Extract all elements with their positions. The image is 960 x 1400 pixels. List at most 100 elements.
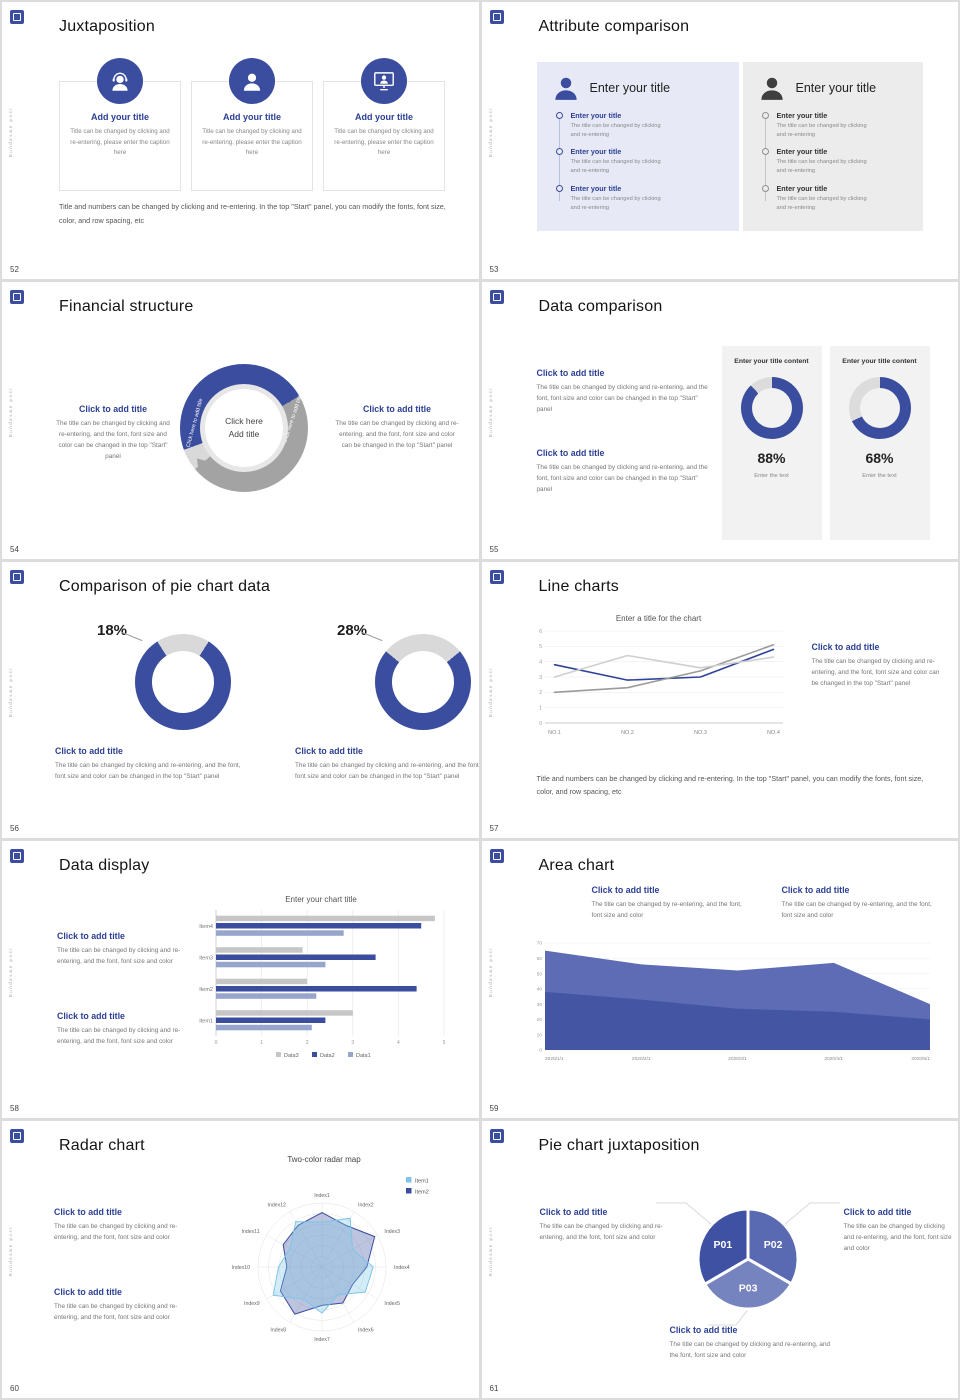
svg-text:NO.3: NO.3 bbox=[694, 730, 707, 736]
side-watermark: Bundeswe post bbox=[487, 946, 493, 997]
section-body: The title can be changed by clicking and… bbox=[54, 1303, 178, 1322]
radar-chart-block: Two-color radar map Index1 Index2 Index3 In… bbox=[194, 1155, 454, 1377]
page-title: Data display bbox=[59, 857, 150, 875]
presenter-screen-icon bbox=[361, 58, 407, 104]
chart-title: Enter your chart title bbox=[285, 895, 357, 905]
slide-number: 53 bbox=[489, 264, 499, 274]
slide-58-data-display[interactable]: Bundeswe post Data display Click to add … bbox=[2, 841, 479, 1119]
brand-logo-icon bbox=[10, 289, 24, 304]
brand-logo-icon bbox=[489, 10, 504, 24]
donut-group: 18% Click to add title The title can be … bbox=[55, 618, 247, 818]
svg-text:Index12: Index12 bbox=[268, 1203, 287, 1209]
line-chart-block: Enter a title for the chart 0 1 2 3 4 5 6 NO.1 N… bbox=[530, 614, 788, 737]
item-heading: Enter your title bbox=[570, 147, 622, 157]
section-heading: Click to add title bbox=[57, 931, 125, 942]
stat-card-footer: Enter the text bbox=[862, 472, 897, 479]
panel-header: Enter your title bbox=[757, 73, 909, 103]
slide-56-pie-comparison[interactable]: Bundeswe post Comparison of pie chart da… bbox=[2, 561, 479, 839]
section-heading: Click to add title bbox=[591, 885, 660, 896]
text-section: Click to add title The title can be chan… bbox=[57, 1011, 187, 1047]
text-section: Click to add title The title can be chan… bbox=[54, 1207, 182, 1243]
item-body: The title can be changed by clicking and… bbox=[570, 123, 661, 139]
svg-text:Item2: Item2 bbox=[415, 1190, 429, 1196]
slide-61-pie-juxtaposition[interactable]: Bundeswe post Pie chart juxtaposition P0… bbox=[481, 1121, 958, 1398]
section-heading: Click to add title bbox=[295, 745, 363, 756]
side-watermark: Bundeswe post bbox=[8, 1226, 13, 1277]
section-body: The title can be changed by clicking and… bbox=[536, 383, 708, 413]
donut-hole bbox=[751, 387, 792, 428]
user-icon bbox=[229, 58, 275, 104]
svg-text:2: 2 bbox=[306, 1040, 309, 1046]
svg-text:60: 60 bbox=[536, 956, 542, 962]
section-heading: Click to add title bbox=[57, 1011, 125, 1022]
svg-text:2020/5/1: 2020/5/1 bbox=[911, 1056, 930, 1062]
panel-title: Enter your title bbox=[795, 81, 877, 95]
timeline: Enter your title The title can be change… bbox=[761, 111, 909, 213]
svg-text:Item1: Item1 bbox=[199, 1019, 213, 1025]
percent-value: 68% bbox=[865, 449, 894, 466]
item-body: The title can be changed by clicking and… bbox=[776, 123, 867, 139]
page-title: Comparison of pie chart data bbox=[59, 577, 271, 595]
svg-text:3: 3 bbox=[351, 1040, 354, 1046]
slide-53-attribute-comparison[interactable]: Bundeswe post Attribute comparison Enter… bbox=[481, 2, 958, 279]
percent-callout: 28% bbox=[337, 621, 368, 639]
arrow-head-gray-icon bbox=[188, 449, 208, 469]
svg-text:Index5: Index5 bbox=[384, 1301, 400, 1307]
brand-logo-icon bbox=[10, 569, 24, 584]
svg-text:4: 4 bbox=[397, 1040, 400, 1046]
slide-54-financial-structure[interactable]: Bundeswe post Financial structure Click … bbox=[2, 281, 479, 559]
chart-title: Enter a title for the chart bbox=[615, 613, 702, 623]
area-chart: 0 10 20 30 40 50 60 70 2020/1/1 2020/2/1 2020/3/1 2… bbox=[536, 941, 930, 1062]
slide-57-line-charts[interactable]: Bundeswe post Line charts Enter a title … bbox=[481, 561, 958, 839]
svg-text:Index7: Index7 bbox=[314, 1337, 330, 1343]
svg-text:70: 70 bbox=[536, 941, 542, 947]
panel-header: Enter your title bbox=[551, 73, 725, 103]
section-body: The title can be changed by clicking and… bbox=[536, 463, 708, 493]
side-watermark: Bundeswe post bbox=[487, 1226, 493, 1277]
donut-chart bbox=[135, 633, 231, 730]
svg-text:Item4: Item4 bbox=[199, 924, 213, 930]
section-heading: Click to add title bbox=[669, 1325, 738, 1336]
donut-group: 28% Click to add title The title can be … bbox=[295, 618, 479, 818]
page-title: Area chart bbox=[538, 857, 615, 875]
brand-logo-icon bbox=[489, 849, 504, 864]
chart-title: Two-color radar map bbox=[287, 1155, 361, 1165]
svg-text:Data2: Data2 bbox=[320, 1053, 335, 1059]
section-body: The title can be changed by clicking and… bbox=[56, 419, 170, 460]
card-row: Add your title Title can be changed by c… bbox=[59, 58, 445, 191]
svg-text:30: 30 bbox=[536, 1002, 542, 1008]
user-male-icon bbox=[757, 73, 787, 103]
slide-59-area-chart[interactable]: Bundeswe post Area chart Click to add ti… bbox=[481, 841, 958, 1119]
svg-text:Index1: Index1 bbox=[314, 1193, 330, 1199]
text-section: Click to add title The title can be chan… bbox=[782, 885, 940, 921]
svg-text:P01: P01 bbox=[713, 1239, 732, 1251]
svg-text:Index6: Index6 bbox=[358, 1328, 374, 1334]
section-body: The title can be changed by clicking and… bbox=[669, 1341, 831, 1360]
text-block-bottom: Click to add title The title can be chan… bbox=[670, 1325, 832, 1361]
page-title: Pie chart juxtaposition bbox=[538, 1137, 700, 1155]
slide-60-radar-chart[interactable]: Bundeswe post Radar chart Click to add t… bbox=[2, 1121, 479, 1398]
svg-text:40: 40 bbox=[536, 987, 542, 993]
stat-card-footer: Enter the text bbox=[754, 472, 789, 479]
section-body: The title can be changed by clicking and… bbox=[295, 761, 479, 780]
card-caption: Title can be changed by clicking and re-… bbox=[70, 128, 170, 157]
slide-55-data-comparison[interactable]: Bundeswe post Data comparison Click to a… bbox=[481, 281, 958, 559]
page-title: Radar chart bbox=[59, 1137, 145, 1155]
svg-text:50: 50 bbox=[536, 972, 542, 978]
svg-text:2020/1/1: 2020/1/1 bbox=[545, 1056, 564, 1062]
side-watermark: Bundeswe post bbox=[8, 107, 13, 158]
brand-logo-icon bbox=[10, 849, 24, 864]
svg-text:NO.1: NO.1 bbox=[548, 730, 561, 736]
svg-text:Item3: Item3 bbox=[199, 956, 213, 962]
brand-logo-icon bbox=[10, 10, 24, 24]
svg-text:2020/2/1: 2020/2/1 bbox=[631, 1056, 650, 1062]
section-body: The title can be changed by re-entering,… bbox=[781, 901, 932, 920]
svg-text:0: 0 bbox=[215, 1040, 218, 1046]
text-section: Click to add title The title can be chan… bbox=[55, 746, 243, 782]
svg-text:Index2: Index2 bbox=[358, 1203, 374, 1209]
svg-text:6: 6 bbox=[539, 628, 542, 634]
card-title: Add your title bbox=[355, 112, 413, 122]
slide-52-juxtaposition[interactable]: Bundeswe post Juxtaposition Add your tit… bbox=[2, 2, 479, 279]
pie-chart: P02 P03 P01 bbox=[655, 1202, 840, 1326]
diagram-center: Click here Add title bbox=[200, 383, 288, 472]
